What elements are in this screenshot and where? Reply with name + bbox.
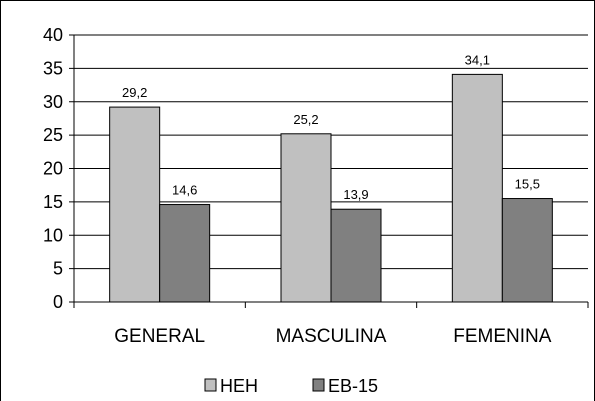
y-tick-label: 20 [43, 159, 63, 179]
data-labels: 29,2 14,6 25,2 13,9 34,1 15,5 [122, 52, 540, 202]
y-tick-label: 0 [53, 292, 63, 312]
bars [109, 73, 553, 303]
data-label: 29,2 [122, 85, 147, 100]
y-tick-label: 25 [43, 125, 63, 145]
legend-swatch [312, 378, 325, 392]
legend-swatch [204, 378, 217, 392]
data-label: 13,9 [343, 187, 368, 202]
y-tick-label: 10 [43, 225, 63, 245]
data-label: 15,5 [515, 177, 540, 192]
y-tick-label: 40 [43, 25, 63, 45]
bar-eb-15-general [159, 204, 211, 303]
y-tick-label: 15 [43, 192, 63, 212]
legend-label: HEH [220, 376, 258, 396]
bar-heh-general [109, 106, 161, 303]
bar-eb-15-femenina [501, 198, 553, 303]
legend-label: EB-15 [328, 376, 378, 396]
x-tick-labels: GENERAL MASCULINA FEMENINA [114, 326, 551, 347]
x-tick-label: MASCULINA [276, 326, 387, 347]
legend: HEH EB-15 [204, 376, 378, 396]
y-tick-label: 30 [43, 92, 63, 112]
y-tick-label: 35 [43, 58, 63, 78]
data-label: 34,1 [465, 52, 490, 67]
x-tick-label: FEMENINA [453, 326, 552, 347]
y-tick-labels: 0 5 10 15 20 25 30 35 40 [43, 25, 63, 312]
bar-eb-15-masculina [330, 208, 382, 303]
bar-heh-masculina [280, 133, 332, 303]
data-label: 14,6 [172, 183, 197, 198]
x-tick-label: GENERAL [114, 326, 205, 347]
data-label: 25,2 [293, 112, 318, 127]
bar-heh-femenina [451, 73, 503, 303]
y-tick-label: 5 [53, 259, 63, 279]
